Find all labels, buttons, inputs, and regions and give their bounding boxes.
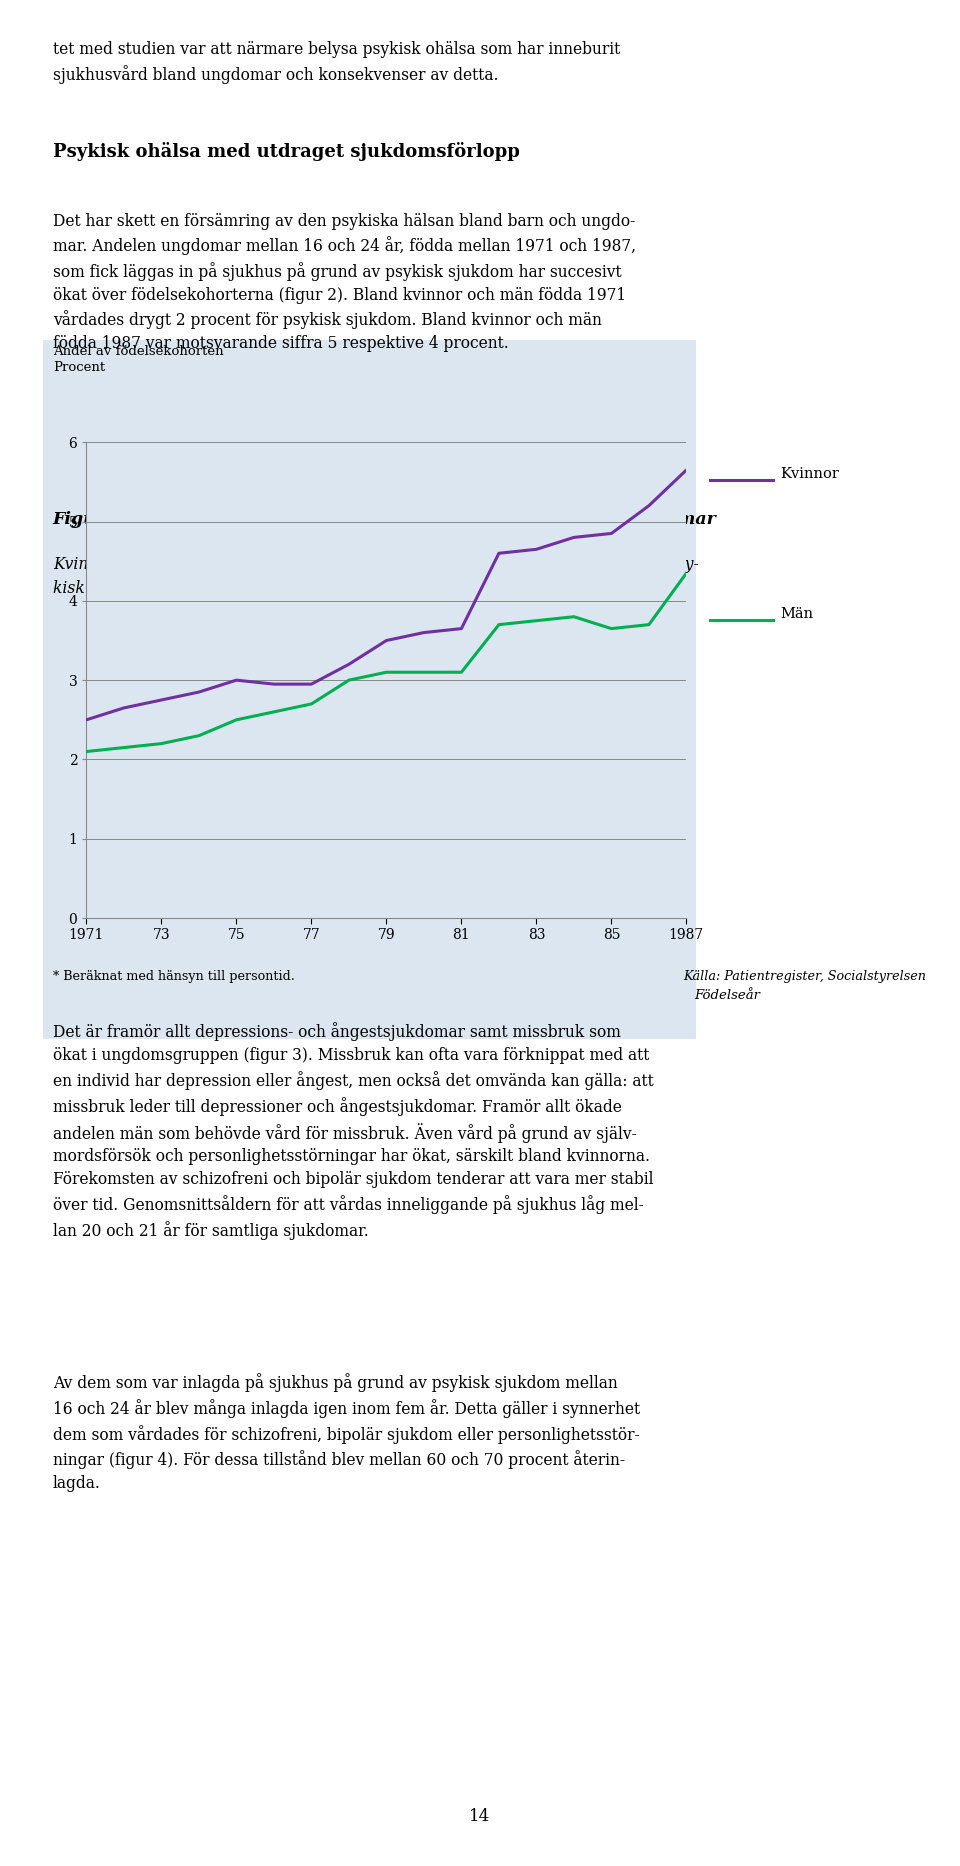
Text: Det är framör allt depressions- och ångestsjukdomar samt missbruk som
ökat i ung: Det är framör allt depressions- och ånge… xyxy=(53,1023,654,1239)
Text: Födelseår: Födelseår xyxy=(694,989,760,1002)
Text: tet med studien var att närmare belysa psykisk ohälsa som har inneburit
sjukhusv: tet med studien var att närmare belysa p… xyxy=(53,41,620,84)
Text: Källa: Patientregister, Socialstyrelsen: Källa: Patientregister, Socialstyrelsen xyxy=(684,970,926,983)
Text: Män: Män xyxy=(780,606,814,621)
Text: 14: 14 xyxy=(469,1808,491,1825)
Text: Kvinnor: Kvinnor xyxy=(780,466,839,481)
Text: Av dem som var inlagda på sjukhus på grund av psykisk sjukdom mellan
16 och 24 å: Av dem som var inlagda på sjukhus på gru… xyxy=(53,1373,640,1493)
Text: Psykisk ohälsa med utdraget sjukdomsförlopp: Psykisk ohälsa med utdraget sjukdomsförl… xyxy=(53,142,519,160)
Text: * Beräknat med hänsyn till persontid.: * Beräknat med hänsyn till persontid. xyxy=(53,970,295,983)
Text: Andel av födelsekohorten
Procent: Andel av födelsekohorten Procent xyxy=(53,345,224,375)
Text: Figur 2. Utvecklingen av psykisk sjukdom i Sverige bland ungdomar: Figur 2. Utvecklingen av psykisk sjukdom… xyxy=(53,511,716,528)
Text: Det har skett en försämring av den psykiska hälsan bland barn och ungdo-
mar. An: Det har skett en försämring av den psyki… xyxy=(53,213,636,353)
Text: Kvinnor och män födda 1971–1987 som fick läggas in på sjukhus på grund av psy-
k: Kvinnor och män födda 1971–1987 som fick… xyxy=(53,554,699,597)
